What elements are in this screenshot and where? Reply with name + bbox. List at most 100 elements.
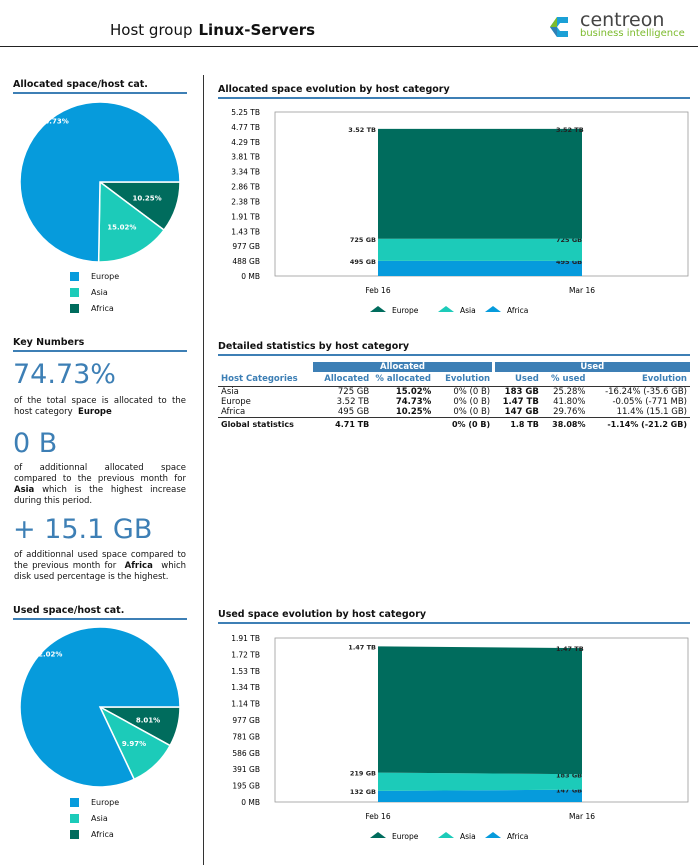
alloc-evolution-chart: 0 MB 488 GB 977 GB 1.43 TB 1.91 TB 2.38 TB 2.8… — [231, 108, 689, 315]
detail-stats-title: Detailed statistics by host category — [218, 341, 690, 356]
data-label: 132 GB — [350, 788, 376, 796]
used-evolution-title: Used space evolution by host category — [218, 609, 690, 624]
column-header[interactable]: Host Categories — [221, 374, 298, 384]
area-europe — [378, 646, 582, 775]
data-label: 725 GB — [556, 236, 582, 244]
table-cell: 183 GB — [504, 387, 539, 397]
legend-marker — [370, 832, 386, 838]
table-row: Europe 3.52 TB 74.73% 0% (0 B) 1.47 TB 41.80%… — [218, 397, 690, 407]
legend-swatch — [70, 271, 79, 281]
legend-label: Asia — [460, 832, 476, 841]
column-header[interactable]: Evolution — [445, 374, 491, 384]
pie-label: 15.02% — [107, 224, 136, 232]
key-number-1: 74.73% — [13, 359, 116, 390]
column-header[interactable]: Used — [515, 374, 539, 384]
used-evolution-chart: 0 MB 195 GB 391 GB 586 GB 781 GB 977 GB 1.14 T… — [231, 634, 689, 841]
column-header[interactable]: Evolution — [641, 374, 687, 384]
table-cell: Asia — [221, 387, 239, 397]
y-tick-label: 4.29 TB — [231, 138, 260, 147]
key-number-2: 0 B — [13, 428, 58, 459]
table-cell: -1.14% (-21.2 GB) — [607, 420, 687, 429]
legend-swatch — [70, 303, 79, 313]
y-tick-label: 977 GB — [232, 242, 260, 251]
y-tick-label: 1.91 TB — [231, 212, 260, 221]
y-tick-label: 3.81 TB — [231, 153, 260, 162]
key-number-3: + 15.1 GB — [13, 514, 153, 545]
y-tick-label: 1.53 TB — [231, 667, 260, 676]
y-tick-label: 2.38 TB — [231, 197, 260, 206]
key-text-3: of additionnal used space compared to th… — [14, 550, 187, 582]
legend-label: Africa — [91, 303, 114, 313]
table-cell: 29.76% — [553, 407, 586, 417]
table-cell: 0% (0 B) — [453, 387, 491, 397]
table-cell: Africa — [221, 407, 246, 417]
area-europe — [378, 128, 582, 239]
legend-asia: Asia — [70, 284, 119, 300]
host-group-name: Linux-Servers — [198, 21, 316, 39]
logo-name: centreon — [580, 9, 665, 31]
x-tick-label: Mar 16 — [569, 812, 595, 821]
legend-marker — [485, 832, 501, 838]
pie-label: 82.02% — [33, 650, 62, 658]
column-header[interactable]: % used — [551, 374, 586, 384]
key-text-2: of additionnal allocated space compared … — [14, 463, 186, 506]
pie-slice-asia — [97, 180, 166, 263]
table-cell: 15.02% — [395, 387, 432, 397]
y-tick-label: 977 GB — [232, 716, 260, 725]
y-tick-label: 0 MB — [241, 798, 260, 807]
page-title: Host group Linux-Servers — [110, 21, 315, 39]
table-cell: 38.08% — [552, 420, 586, 429]
centreon-logo: centreon business intelligence — [548, 9, 685, 40]
legend-label: Asia — [91, 287, 108, 297]
table-row: Asia 725 GB 15.02% 0% (0 B) 183 GB 25.28% -16.… — [218, 387, 690, 397]
data-label: 725 GB — [350, 236, 376, 244]
y-tick-label: 2.86 TB — [231, 183, 260, 192]
pie-label: 10.25% — [132, 195, 161, 203]
legend-label: Asia — [460, 306, 476, 315]
table-cell: 1.47 TB — [502, 397, 539, 407]
legend-europe: Europe — [70, 794, 119, 810]
data-label: 495 GB — [350, 258, 376, 266]
column-header[interactable]: % allocated — [375, 374, 431, 384]
data-label: 1.47 TB — [556, 645, 584, 653]
y-tick-label: 4.77 TB — [231, 123, 260, 132]
legend-africa: Africa — [70, 300, 119, 316]
legend-marker — [370, 306, 386, 312]
key-numbers-title: Key Numbers — [13, 337, 187, 352]
table-cell: 4.71 TB — [335, 420, 370, 429]
table-cell: 1.8 TB — [510, 420, 539, 429]
x-tick-label: Feb 16 — [365, 812, 390, 821]
data-label: 183 GB — [556, 771, 582, 779]
table-row: Africa 495 GB 10.25% 0% (0 B) 147 GB 29.76% 11… — [218, 407, 690, 418]
pie-label: 74.73% — [40, 118, 69, 126]
pie-slice-europe — [19, 101, 181, 263]
data-label: 1.47 TB — [348, 643, 376, 651]
table-cell: 0% (0 B) — [453, 397, 491, 407]
table-cell: 10.25% — [395, 407, 432, 417]
y-tick-label: 1.43 TB — [231, 227, 260, 236]
y-tick-label: 3.34 TB — [231, 168, 260, 177]
legend-label: Europe — [91, 271, 120, 281]
x-tick-label: Mar 16 — [569, 286, 595, 295]
legend-swatch — [70, 829, 79, 839]
y-tick-label: 5.25 TB — [231, 108, 260, 117]
y-tick-label: 1.34 TB — [231, 683, 260, 692]
legend-label: Asia — [91, 813, 108, 823]
table-cell: 0% (0 B) — [451, 420, 491, 429]
area-asia — [378, 238, 582, 261]
table-cell: 0% (0 B) — [453, 407, 491, 417]
centreon-logo-icon — [550, 17, 568, 37]
alloc-evolution-title: Allocated space evolution by host catego… — [218, 84, 690, 99]
table-cell: Europe — [221, 397, 251, 407]
legend-label: Africa — [507, 832, 528, 841]
legend-asia: Asia — [70, 810, 119, 826]
column-header[interactable]: Allocated — [324, 374, 370, 384]
y-tick-label: 1.91 TB — [231, 634, 260, 643]
y-tick-label: 0 MB — [241, 272, 260, 281]
key-text-1: of the total space is allocated to the h… — [14, 396, 186, 417]
x-tick-label: Feb 16 — [365, 286, 390, 295]
table-cell: -0.05% (-771 MB) — [612, 397, 687, 407]
data-label: 3.52 TB — [556, 126, 584, 134]
used-pie-title: Used space/host cat. — [13, 605, 187, 620]
logo-subtitle: business intelligence — [580, 28, 685, 39]
